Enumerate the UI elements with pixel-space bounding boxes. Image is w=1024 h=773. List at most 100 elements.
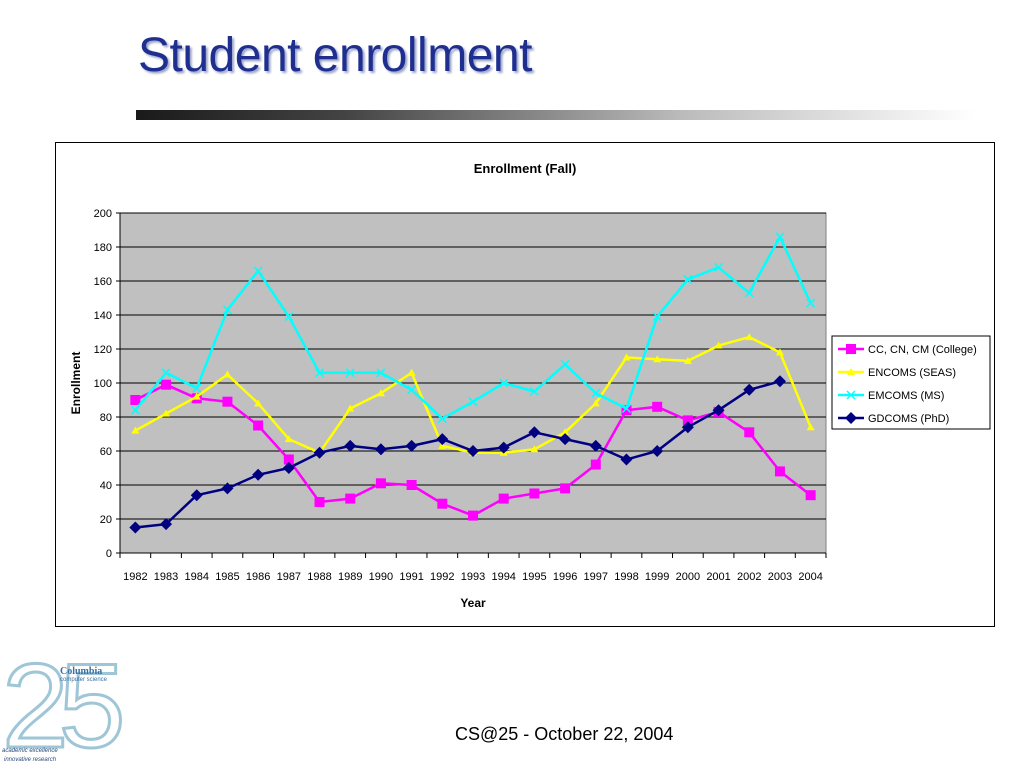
- x-tick-label: 1992: [430, 571, 454, 583]
- legend-marker: [846, 390, 856, 400]
- x-tick-label: 1989: [338, 571, 362, 583]
- x-tick-label: 1985: [215, 571, 239, 583]
- marker-stroke: [161, 368, 171, 378]
- marker-stroke: [714, 262, 724, 272]
- slide-title: Student enrollment: [138, 29, 532, 82]
- data-point: [192, 392, 201, 400]
- series-line: [135, 380, 781, 529]
- marker-stroke: [130, 405, 140, 415]
- data-point: [406, 480, 417, 490]
- y-tick-label: 180: [94, 242, 112, 254]
- y-tick-label: 60: [100, 446, 112, 458]
- marker-stroke: [407, 385, 417, 395]
- data-point: [529, 386, 539, 397]
- data-point: [467, 445, 479, 457]
- data-point: [468, 397, 478, 407]
- marker-stroke: [468, 397, 478, 407]
- marker-stroke: [284, 312, 294, 322]
- data-point: [407, 385, 417, 395]
- data-point: [805, 490, 816, 501]
- legend: CC, CN, CM (College) ENCOMS (SEAS) EMCOMS …: [838, 344, 977, 425]
- data-point: [221, 482, 234, 495]
- x-tick-label: 2003: [768, 571, 792, 583]
- data-point: [530, 445, 539, 453]
- data-point: [376, 389, 385, 397]
- y-tick-label: 40: [100, 480, 112, 492]
- marker-stroke: [846, 390, 856, 400]
- data-point: [806, 298, 816, 308]
- data-point: [222, 396, 233, 407]
- data-point: [682, 415, 693, 426]
- data-point: [254, 399, 263, 407]
- data-point: [162, 409, 171, 417]
- legend-label: ENCOMS (SEAS): [868, 367, 956, 379]
- marker-stroke: [314, 368, 325, 378]
- marker-stroke: [744, 288, 754, 298]
- data-point: [161, 379, 172, 390]
- x-tick-label: 1996: [553, 571, 577, 583]
- data-point: [559, 433, 572, 446]
- data-point: [621, 405, 632, 416]
- data-point: [681, 421, 694, 434]
- data-point: [744, 288, 754, 298]
- marker-stroke: [683, 274, 693, 284]
- legend-entry-1: CC, CN, CM (College): [838, 344, 977, 356]
- data-point: [621, 403, 632, 414]
- marker-stroke: [499, 378, 509, 388]
- y-tick-label: 140: [94, 310, 112, 322]
- data-point: [161, 368, 171, 378]
- data-point: [192, 383, 202, 393]
- series-4: [129, 375, 786, 534]
- x-tick-label: 2002: [737, 571, 761, 583]
- y-tick-label: 100: [94, 378, 112, 390]
- x-tick-label: 1988: [307, 571, 331, 583]
- x-tick-label: 1982: [123, 571, 147, 583]
- legend-box: [831, 335, 991, 430]
- logo-digits: 25: [0, 639, 127, 773]
- data-point: [743, 383, 756, 396]
- data-point: [131, 426, 140, 434]
- data-point: [130, 395, 141, 405]
- legend-entry-3: EMCOMS (MS): [838, 390, 944, 402]
- y-tick-label: 200: [94, 208, 112, 220]
- data-point: [222, 305, 232, 315]
- logo-subtitle: computer science: [60, 677, 108, 683]
- data-point: [405, 439, 418, 452]
- data-point: [438, 441, 447, 449]
- marker-stroke: [806, 298, 816, 308]
- data-point: [589, 439, 602, 452]
- data-point: [284, 312, 294, 322]
- data-point: [560, 359, 570, 369]
- cs25-logo: 25 Columbia computer science academic ex…: [0, 645, 127, 768]
- data-point: [806, 423, 815, 431]
- data-point: [529, 488, 540, 499]
- chart-frame: Enrollment (Fall) 0 20 40 60 80 100 120 140 160 1…: [55, 142, 995, 627]
- data-point: [683, 274, 693, 284]
- data-point: [376, 368, 386, 378]
- data-point: [775, 348, 784, 356]
- axes: 0 20 40 60 80 100 120 140 160 180 200 1982 1983 1984 1…: [94, 208, 827, 583]
- marker-stroke: [560, 359, 570, 369]
- series-group: [129, 232, 816, 534]
- data-point: [590, 459, 601, 470]
- data-point: [437, 414, 447, 424]
- x-tick-label: 1995: [522, 571, 546, 583]
- y-tick-label: 80: [100, 412, 112, 424]
- x-tick-label: 1998: [614, 571, 638, 583]
- marker-stroke: [222, 305, 232, 315]
- data-point: [436, 433, 449, 446]
- data-point: [129, 521, 142, 534]
- marker-stroke: [621, 403, 632, 414]
- data-point: [714, 341, 723, 349]
- data-point: [407, 368, 416, 376]
- data-point: [561, 428, 570, 436]
- data-point: [284, 435, 293, 443]
- data-point: [744, 427, 755, 438]
- data-point: [745, 333, 754, 341]
- x-tick-label: 2004: [798, 571, 822, 583]
- data-point: [314, 497, 325, 507]
- data-point: [591, 399, 600, 407]
- legend-label: CC, CN, CM (College): [868, 344, 977, 356]
- data-point: [560, 483, 571, 494]
- data-point: [345, 368, 355, 378]
